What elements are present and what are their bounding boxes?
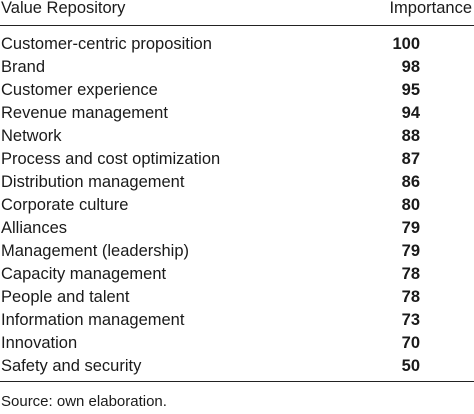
row-importance-score: 95 bbox=[401, 81, 420, 99]
footer-rule bbox=[0, 381, 474, 382]
row-value-name: Process and cost optimization bbox=[1, 150, 221, 168]
row-value-name: Information management bbox=[1, 311, 185, 329]
row-value-name: Distribution management bbox=[1, 173, 185, 191]
row-value-name: Corporate culture bbox=[1, 196, 129, 214]
row-importance-score: 79 bbox=[401, 242, 420, 260]
row-importance-score: 98 bbox=[401, 58, 420, 76]
row-value-name: Safety and security bbox=[1, 357, 142, 375]
table-body: Customer-centric proposition 100 Brand 98 Cu… bbox=[0, 33, 474, 378]
row-importance-score: 100 bbox=[392, 35, 420, 53]
row-value-name: Innovation bbox=[1, 334, 78, 352]
table-row: Process and cost optimization 87 bbox=[0, 148, 474, 171]
row-importance-score: 70 bbox=[401, 334, 420, 352]
table-header: Value Repository Importance bbox=[0, 0, 474, 26]
row-value-name: Customer-centric proposition bbox=[1, 35, 212, 53]
table-source-note: Source: own elaboration. bbox=[1, 393, 167, 410]
table-row: Safety and security 50 bbox=[0, 355, 474, 378]
header-importance: Importance bbox=[389, 0, 472, 17]
table-row: Network 88 bbox=[0, 125, 474, 148]
row-importance-score: 78 bbox=[401, 265, 420, 283]
table-row: Corporate culture 80 bbox=[0, 194, 474, 217]
row-importance-score: 94 bbox=[401, 104, 420, 122]
row-importance-score: 87 bbox=[401, 150, 420, 168]
table-row: People and talent 78 bbox=[0, 286, 474, 309]
row-value-name: Capacity management bbox=[1, 265, 167, 283]
row-value-name: Customer experience bbox=[1, 81, 158, 99]
table-row: Customer experience 95 bbox=[0, 79, 474, 102]
row-importance-score: 78 bbox=[401, 288, 420, 306]
table-row: Brand 98 bbox=[0, 56, 474, 79]
row-importance-score: 88 bbox=[401, 127, 420, 145]
table-row: Innovation 70 bbox=[0, 332, 474, 355]
row-value-name: People and talent bbox=[1, 288, 130, 306]
table-row: Capacity management 78 bbox=[0, 263, 474, 286]
row-value-name: Management (leadership) bbox=[1, 242, 190, 260]
row-value-name: Alliances bbox=[1, 219, 68, 237]
table-row: Information management 73 bbox=[0, 309, 474, 332]
row-importance-score: 86 bbox=[401, 173, 420, 191]
table-row: Distribution management 86 bbox=[0, 171, 474, 194]
row-importance-score: 79 bbox=[401, 219, 420, 237]
row-value-name: Network bbox=[1, 127, 62, 145]
row-importance-score: 80 bbox=[401, 196, 420, 214]
row-value-name: Revenue management bbox=[1, 104, 168, 122]
table-row: Revenue management 94 bbox=[0, 102, 474, 125]
header-rule bbox=[0, 25, 474, 26]
table-row: Alliances 79 bbox=[0, 217, 474, 240]
header-value-repository: Value Repository bbox=[1, 0, 126, 17]
row-importance-score: 50 bbox=[401, 357, 420, 375]
table-row: Management (leadership) 79 bbox=[0, 240, 474, 263]
row-importance-score: 73 bbox=[401, 311, 420, 329]
table-row: Customer-centric proposition 100 bbox=[0, 33, 474, 56]
row-value-name: Brand bbox=[1, 58, 46, 76]
